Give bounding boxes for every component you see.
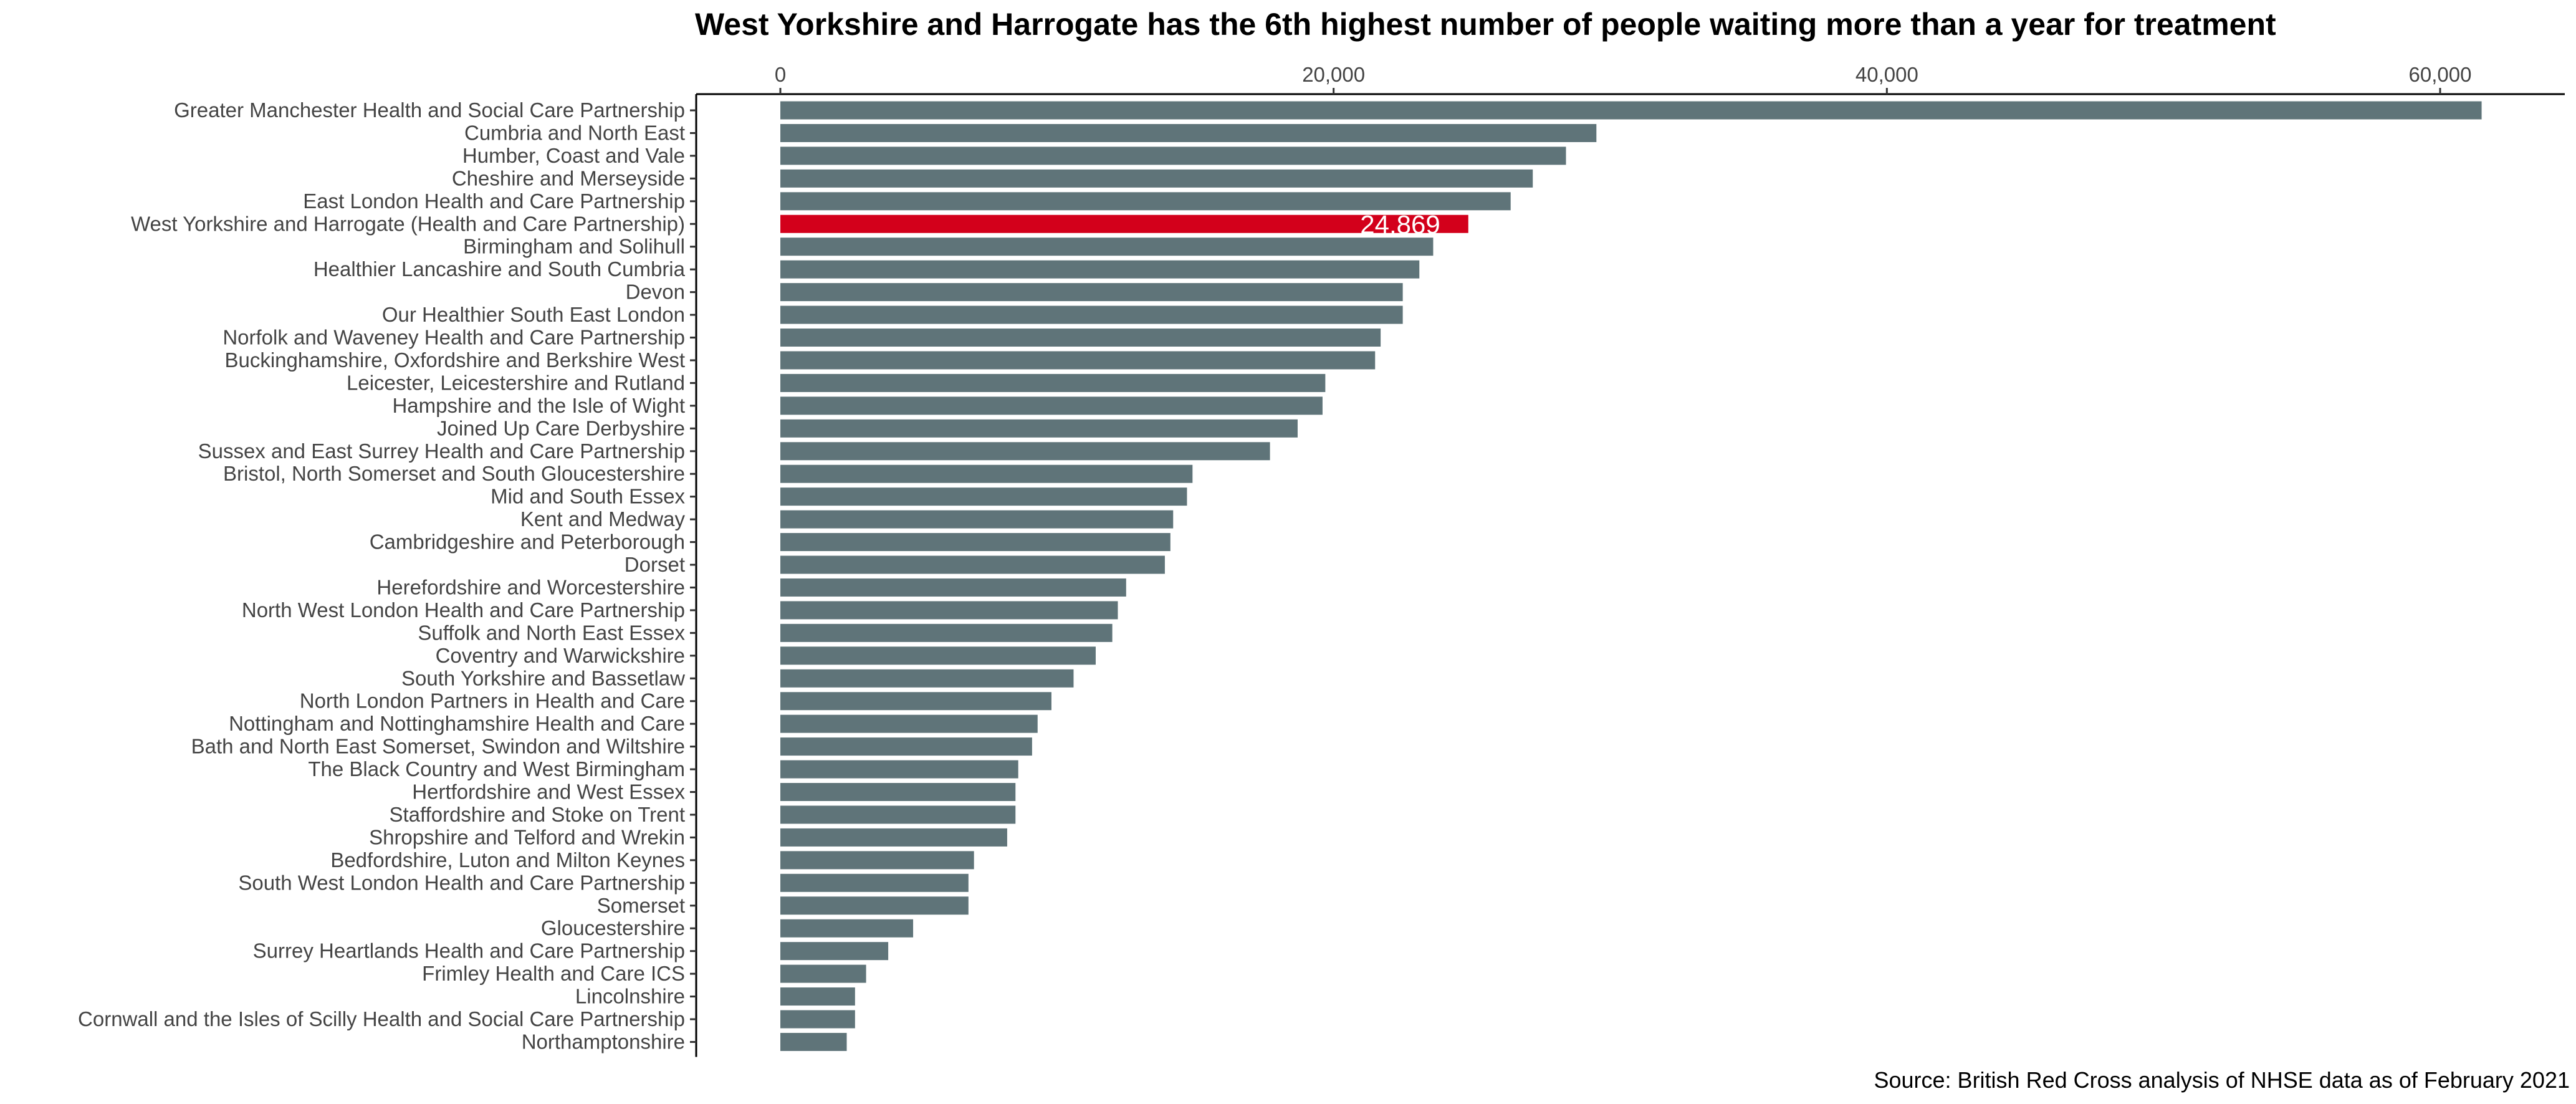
bar xyxy=(780,283,1403,302)
category-label: South West London Health and Care Partne… xyxy=(238,871,685,894)
highlight-value-label: 24,869 xyxy=(1360,209,1440,239)
bar xyxy=(780,669,1074,688)
bar xyxy=(780,146,1566,165)
category-label: Northamptonshire xyxy=(522,1030,685,1053)
category-label: Cheshire and Merseyside xyxy=(452,166,685,190)
bars-layer: 24,869 xyxy=(780,101,2482,1051)
bar xyxy=(780,601,1118,620)
chart-title: West Yorkshire and Harrogate has the 6th… xyxy=(695,7,2276,42)
category-label: North West London Health and Care Partne… xyxy=(242,598,685,622)
category-label: Shropshire and Telford and Wrekin xyxy=(369,825,685,848)
category-label: Norfolk and Waveney Health and Care Part… xyxy=(223,326,685,349)
bar xyxy=(780,783,1016,801)
bar xyxy=(780,510,1174,529)
x-tick-label: 20,000 xyxy=(1302,63,1365,86)
bar xyxy=(780,101,2482,120)
category-label: South Yorkshire and Bassetlaw xyxy=(401,666,685,689)
bar xyxy=(780,123,1597,142)
category-label: Our Healthier South East London xyxy=(382,303,685,326)
bar xyxy=(780,692,1051,711)
bar xyxy=(780,1010,855,1029)
category-label: Somerset xyxy=(597,894,685,917)
category-label: Hertfordshire and West Essex xyxy=(412,780,685,804)
category-label: Lincolnshire xyxy=(575,985,685,1008)
category-label: Joined Up Care Derbyshire xyxy=(437,416,685,439)
bar xyxy=(780,329,1381,347)
bar xyxy=(780,646,1096,665)
category-label: Sussex and East Surrey Health and Care P… xyxy=(198,439,685,463)
bar xyxy=(780,260,1420,279)
bar xyxy=(780,964,866,983)
category-label: Surrey Heartlands Health and Care Partne… xyxy=(253,939,685,962)
source-note: Source: British Red Cross analysis of NH… xyxy=(1874,1067,2570,1093)
category-labels-layer: Greater Manchester Health and Social Car… xyxy=(78,98,686,1053)
bar xyxy=(780,533,1171,552)
bar xyxy=(780,896,969,915)
category-label: Dorset xyxy=(625,553,685,576)
category-label: Kent and Medway xyxy=(520,507,686,530)
category-label: Humber, Coast and Vale xyxy=(462,144,685,167)
category-label: Leicester, Leicestershire and Rutland xyxy=(347,371,685,394)
axis-layer: 0 20,000 40,000 60,000 xyxy=(690,63,2565,1057)
bar xyxy=(780,987,855,1006)
category-label: The Black Country and West Birmingham xyxy=(308,757,685,780)
bar xyxy=(780,578,1126,597)
category-label: Coventry and Warwickshire xyxy=(436,644,685,667)
category-label: West Yorkshire and Harrogate (Health and… xyxy=(131,212,685,235)
category-label: Gloucestershire xyxy=(541,916,685,939)
category-label: Suffolk and North East Essex xyxy=(418,621,685,644)
category-label: Greater Manchester Health and Social Car… xyxy=(174,98,685,122)
category-label: Mid and South Essex xyxy=(491,485,685,508)
bar xyxy=(780,760,1018,779)
bar xyxy=(780,192,1511,211)
category-label: Cornwall and the Isles of Scilly Health … xyxy=(78,1007,685,1030)
category-label: Bath and North East Somerset, Swindon an… xyxy=(191,735,685,758)
bar xyxy=(780,714,1038,733)
category-label: Cumbria and North East xyxy=(464,121,685,144)
bar xyxy=(780,464,1193,483)
bar xyxy=(780,238,1434,256)
category-label: Staffordshire and Stoke on Trent xyxy=(389,803,685,826)
category-label: Bedfordshire, Luton and Milton Keynes xyxy=(330,848,685,871)
category-label: Herefordshire and Worcestershire xyxy=(376,575,685,598)
bar xyxy=(780,305,1403,324)
bar xyxy=(780,851,974,870)
category-label: Healthier Lancashire and South Cumbria xyxy=(314,257,686,281)
bar xyxy=(780,169,1533,188)
x-tick-label: 60,000 xyxy=(2409,63,2472,86)
bar xyxy=(780,737,1032,756)
category-label: Bristol, North Somerset and South Glouce… xyxy=(223,462,685,485)
bar xyxy=(780,373,1326,392)
bar xyxy=(780,396,1323,415)
category-label: Birmingham and Solihull xyxy=(463,235,685,258)
category-label: North London Partners in Health and Care xyxy=(300,689,685,713)
bar xyxy=(780,828,1007,847)
bar-highlighted xyxy=(780,214,1468,233)
category-label: Buckinghamshire, Oxfordshire and Berkshi… xyxy=(224,348,685,372)
category-label: Cambridgeshire and Peterborough xyxy=(370,530,685,554)
x-tick-label: 40,000 xyxy=(1855,63,1918,86)
bar xyxy=(780,351,1376,370)
category-label: Devon xyxy=(626,281,685,304)
x-tick-label: 0 xyxy=(775,63,786,86)
bar xyxy=(780,805,1016,824)
bar xyxy=(780,555,1165,574)
bar xyxy=(780,487,1187,506)
bar xyxy=(780,1032,847,1051)
category-label: Hampshire and the Isle of Wight xyxy=(392,394,685,417)
bar xyxy=(780,419,1298,438)
category-label: Nottingham and Nottinghamshire Health an… xyxy=(229,712,685,735)
bar xyxy=(780,873,969,892)
category-label: Frimley Health and Care ICS xyxy=(422,962,685,985)
bar xyxy=(780,623,1113,642)
category-label: East London Health and Care Partnership xyxy=(303,190,685,213)
bar xyxy=(780,442,1270,461)
bar xyxy=(780,942,889,961)
bar xyxy=(780,919,914,938)
